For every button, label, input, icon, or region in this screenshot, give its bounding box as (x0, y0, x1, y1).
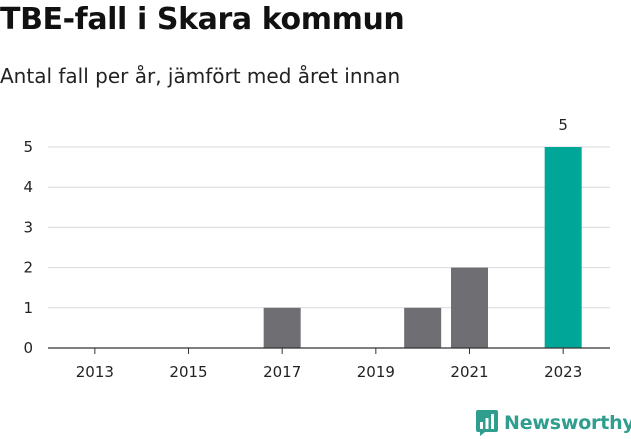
y-tick-label: 4 (23, 178, 33, 196)
brand-logo: Newsworthy (476, 408, 631, 438)
x-tick-label: 2013 (76, 363, 114, 381)
brand-name: Newsworthy (504, 412, 631, 434)
bar-chart: 0 1 2 3 4 5 2013 2015 2017 2019 2021 2023 5 (23, 116, 610, 381)
x-tick-label: 2019 (357, 363, 395, 381)
y-tick-label: 5 (23, 138, 33, 156)
y-tick-label: 2 (23, 259, 33, 277)
chart-subtitle: Antal fall per år, jämfört med året inna… (0, 64, 401, 88)
bar (263, 307, 301, 348)
newsworthy-logo-icon (476, 410, 498, 436)
x-tick-label: 2017 (263, 363, 301, 381)
bar (404, 307, 442, 348)
x-tick-label: 2023 (544, 363, 582, 381)
data-label: 5 (558, 116, 568, 134)
x-tick-label: 2021 (450, 363, 488, 381)
y-tick-label: 1 (23, 299, 33, 317)
x-tick-label: 2015 (169, 363, 207, 381)
y-tick-label: 0 (23, 339, 33, 357)
y-tick-label: 3 (23, 218, 33, 236)
chart-title: TBE-fall i Skara kommun (0, 2, 405, 37)
bar (451, 267, 488, 348)
bar (544, 147, 582, 348)
